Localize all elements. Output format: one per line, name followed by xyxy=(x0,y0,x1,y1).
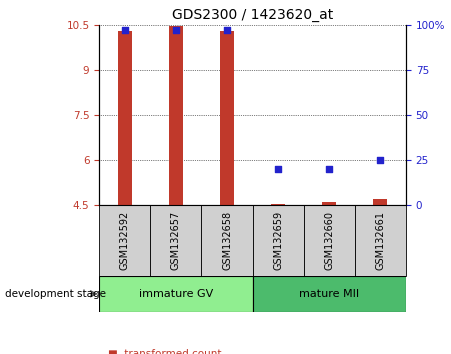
Point xyxy=(172,27,179,33)
Bar xyxy=(304,205,355,276)
Bar xyxy=(355,205,406,276)
Bar xyxy=(99,205,150,276)
Text: ■  transformed count: ■ transformed count xyxy=(108,349,222,354)
Point xyxy=(377,157,384,163)
Text: development stage: development stage xyxy=(5,289,106,299)
Text: GSM132660: GSM132660 xyxy=(324,211,334,270)
Bar xyxy=(202,205,253,276)
Text: mature MII: mature MII xyxy=(299,289,359,299)
Text: GSM132657: GSM132657 xyxy=(171,211,181,270)
Bar xyxy=(150,205,202,276)
Bar xyxy=(322,202,336,205)
Bar xyxy=(253,276,406,312)
Point xyxy=(275,166,282,172)
Bar xyxy=(99,276,253,312)
Text: GSM132661: GSM132661 xyxy=(375,211,385,270)
Text: GSM132658: GSM132658 xyxy=(222,211,232,270)
Point xyxy=(223,27,230,33)
Bar xyxy=(220,31,234,205)
Bar xyxy=(169,26,183,205)
Bar xyxy=(271,204,285,205)
Title: GDS2300 / 1423620_at: GDS2300 / 1423620_at xyxy=(172,8,333,22)
Bar xyxy=(118,31,132,205)
Text: GSM132659: GSM132659 xyxy=(273,211,283,270)
Point xyxy=(326,166,333,172)
Text: GSM132592: GSM132592 xyxy=(120,211,130,270)
Text: immature GV: immature GV xyxy=(139,289,213,299)
Bar xyxy=(373,199,387,205)
Point xyxy=(121,27,129,33)
Bar xyxy=(253,205,304,276)
